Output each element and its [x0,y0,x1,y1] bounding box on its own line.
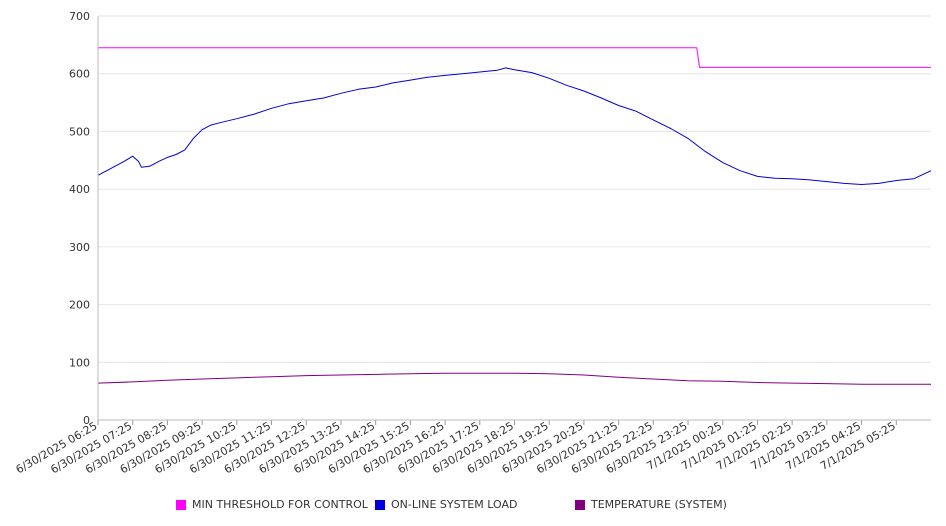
legend-swatch-temperature [575,499,585,510]
series-line-load [97,67,932,185]
series-lines [97,47,932,385]
y-tick-label: 600 [69,68,90,81]
legend-item-threshold: MIN THRESHOLD FOR CONTROL [176,498,368,511]
y-axis-ticks: 0 100 200 300 400 500 600 700 [69,10,90,427]
y-tick-label: 500 [69,125,90,138]
x-axis-ticks: 6/30/2025 06:256/30/2025 07:256/30/2025 … [14,419,898,476]
legend-swatch-threshold [176,499,186,510]
gridlines [98,15,931,363]
legend-swatch-load [375,499,385,510]
series-line-threshold [98,47,931,68]
legend-item-load: ON-LINE SYSTEM LOAD [375,498,517,511]
y-tick-label: 700 [69,10,90,23]
series-line-temperature [97,372,931,385]
legend: MIN THRESHOLD FOR CONTROL ON-LINE SYSTEM… [0,498,946,514]
legend-label-temperature: TEMPERATURE (SYSTEM) [591,498,727,511]
y-tick-label: 300 [69,241,90,254]
y-tick-label: 0 [83,414,90,427]
y-tick-label: 200 [69,299,90,312]
legend-item-temperature: TEMPERATURE (SYSTEM) [575,498,727,511]
legend-label-load: ON-LINE SYSTEM LOAD [391,498,518,511]
y-tick-label: 400 [69,183,90,196]
y-tick-label: 100 [69,356,90,369]
legend-label-threshold: MIN THRESHOLD FOR CONTROL [192,498,368,511]
